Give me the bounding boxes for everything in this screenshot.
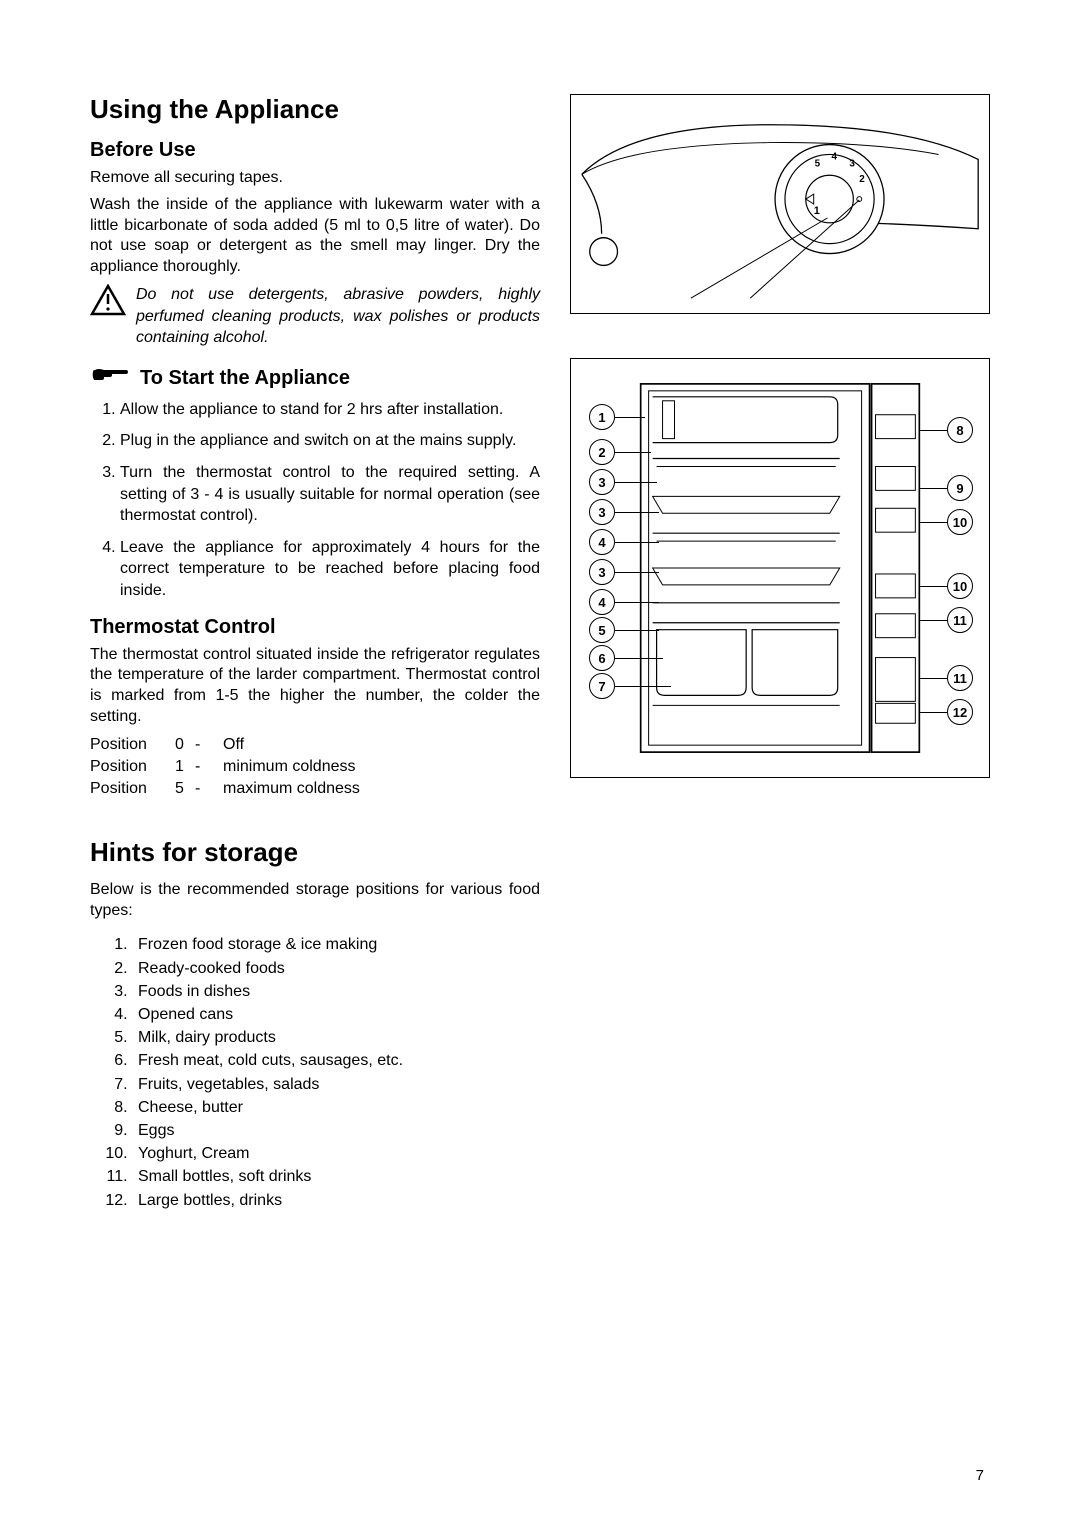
thermostat-diagram-icon: 5 4 3 2 1 <box>571 95 989 313</box>
storage-item: Fresh meat, cold cuts, sausages, etc. <box>132 1049 540 1072</box>
page-number: 7 <box>976 1467 984 1484</box>
storage-item: Frozen food storage & ice making <box>132 933 540 956</box>
position-row: Position 0 - Off <box>90 734 540 756</box>
start-heading: To Start the Appliance <box>90 365 540 393</box>
start-step: Turn the thermostat control to the requi… <box>120 462 540 527</box>
callout: 11 <box>947 607 973 633</box>
callout: 12 <box>947 699 973 725</box>
position-row: Position 5 - maximum coldness <box>90 778 540 800</box>
hand-pointer-icon <box>90 365 130 393</box>
storage-item: Foods in dishes <box>132 980 540 1003</box>
callout: 7 <box>589 673 615 699</box>
callout: 10 <box>947 573 973 599</box>
hints-intro: Below is the recommended storage positio… <box>90 880 540 922</box>
right-column: 5 4 3 2 1 <box>570 94 990 1212</box>
storage-item: Ready-cooked foods <box>132 957 540 980</box>
before-use-heading: Before Use <box>90 139 540 162</box>
storage-item: Eggs <box>132 1119 540 1142</box>
svg-text:2: 2 <box>859 174 865 185</box>
callout: 6 <box>589 645 615 671</box>
hints-title: Hints for storage <box>90 837 540 868</box>
callout: 4 <box>589 589 615 615</box>
storage-list: Frozen food storage & ice making Ready-c… <box>104 933 540 1211</box>
callout: 2 <box>589 439 615 465</box>
callout: 10 <box>947 509 973 535</box>
storage-item: Cheese, butter <box>132 1096 540 1119</box>
start-step: Leave the appliance for approximately 4 … <box>120 537 540 602</box>
thermostat-text: The thermostat control situated inside t… <box>90 645 540 728</box>
callout: 5 <box>589 617 615 643</box>
fridge-layout-figure: 1 2 3 3 4 3 4 5 6 7 8 9 10 10 11 <box>570 358 990 778</box>
start-step: Plug in the appliance and switch on at t… <box>120 430 540 452</box>
storage-item: Large bottles, drinks <box>132 1189 540 1212</box>
start-steps-list: Allow the appliance to stand for 2 hrs a… <box>90 399 540 602</box>
thermostat-figure: 5 4 3 2 1 <box>570 94 990 314</box>
svg-text:3: 3 <box>849 158 855 169</box>
svg-text:4: 4 <box>832 151 838 162</box>
svg-text:1: 1 <box>814 205 820 217</box>
callout: 8 <box>947 417 973 443</box>
position-row: Position 1 - minimum coldness <box>90 756 540 778</box>
thermostat-heading: Thermostat Control <box>90 616 540 639</box>
left-column: Using the Appliance Before Use Remove al… <box>90 94 540 1212</box>
hints-section: Hints for storage Below is the recommend… <box>90 837 540 1212</box>
start-heading-text: To Start the Appliance <box>140 367 350 390</box>
callout: 1 <box>589 404 615 430</box>
storage-item: Fruits, vegetables, salads <box>132 1073 540 1096</box>
before-use-text1: Remove all securing tapes. <box>90 168 540 189</box>
positions-table: Position 0 - Off Position 1 - minimum co… <box>90 734 540 801</box>
warning-block: Do not use detergents, abrasive powders,… <box>90 284 540 349</box>
callout: 11 <box>947 665 973 691</box>
fridge-diagram-icon <box>571 359 989 777</box>
callout: 3 <box>589 559 615 585</box>
callout: 3 <box>589 469 615 495</box>
callout: 3 <box>589 499 615 525</box>
warning-text: Do not use detergents, abrasive powders,… <box>136 284 540 349</box>
callout: 4 <box>589 529 615 555</box>
before-use-text2: Wash the inside of the appliance with lu… <box>90 195 540 278</box>
storage-item: Yoghurt, Cream <box>132 1142 540 1165</box>
svg-text:5: 5 <box>815 158 821 169</box>
storage-item: Small bottles, soft drinks <box>132 1165 540 1188</box>
callout: 9 <box>947 475 973 501</box>
storage-item: Milk, dairy products <box>132 1026 540 1049</box>
section-title: Using the Appliance <box>90 94 540 125</box>
storage-item: Opened cans <box>132 1003 540 1026</box>
start-step: Allow the appliance to stand for 2 hrs a… <box>120 399 540 421</box>
warning-triangle-icon <box>90 284 126 349</box>
